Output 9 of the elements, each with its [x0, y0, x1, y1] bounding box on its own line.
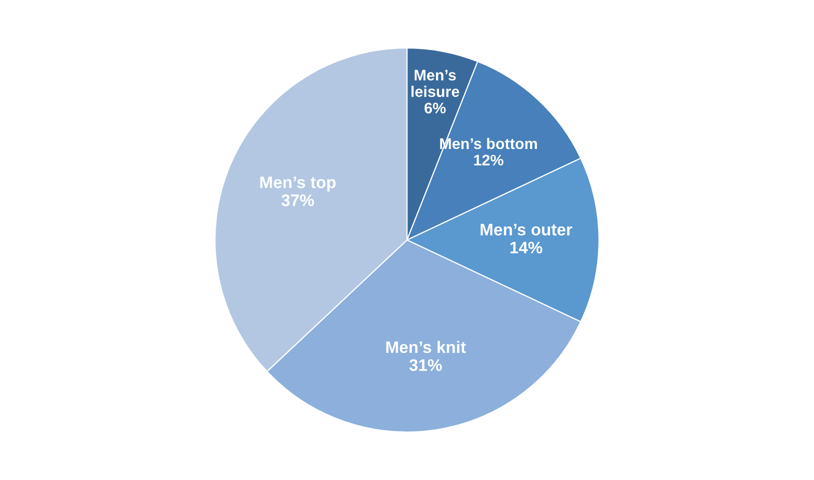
data-label: 37% [281, 194, 314, 206]
data-label: 14% [510, 242, 542, 254]
slice-label: Men’s leisure [412, 70, 460, 97]
data-label: 6% [424, 102, 446, 114]
data-label: 12% [474, 154, 504, 166]
data-label: 31% [409, 359, 442, 372]
slice-label: Men’s top [260, 176, 336, 192]
slice-label: Men’s knit [386, 340, 466, 354]
slice-label: Men’s outer [480, 224, 572, 236]
